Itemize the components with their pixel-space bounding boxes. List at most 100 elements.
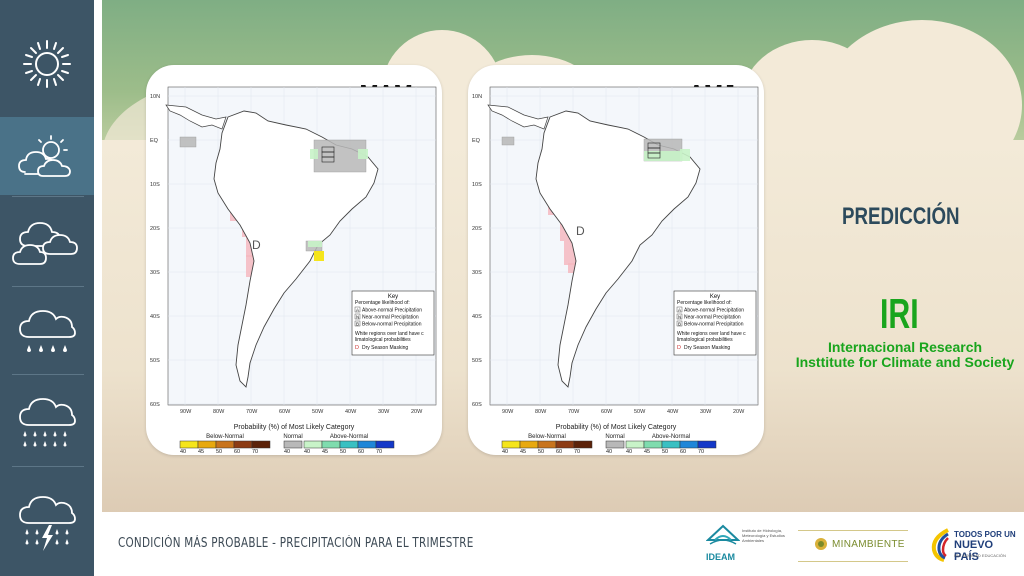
south-america-map: D 10N EQ 10S 20S 30S 40S 50S 60S 90W 80W 70W 60W 50W 4…	[150, 86, 437, 455]
below-normal-tick-label: 45	[198, 449, 204, 455]
key-code-box	[354, 320, 361, 327]
sidebar	[0, 0, 94, 576]
key-code-box	[354, 306, 361, 313]
key-row-text: Above-normal Precipitation	[684, 308, 744, 314]
below-normal-color-swatch	[215, 440, 235, 449]
longitude-label: 50W	[634, 409, 646, 415]
below-normal-color-swatch	[251, 440, 271, 449]
sidebar-divider	[12, 196, 84, 197]
sidebar-edge	[94, 0, 102, 576]
above-normal-color-swatch	[697, 440, 717, 449]
minambiente-logo: MINAMBIENTE	[798, 530, 908, 562]
todos-por-un-nuevo-pais-logo: TODOS POR UN NUEVO PAÍS PAZ EQUIDAD EDUC…	[924, 524, 1020, 568]
longitude-label: 50W	[312, 409, 324, 415]
sun-icon	[23, 40, 71, 88]
key-code: A	[678, 307, 681, 312]
longitude-label: 60W	[279, 409, 291, 415]
category-code-marker	[647, 152, 661, 159]
key-note: White regions over land have c	[677, 331, 746, 337]
sidebar-item-partly-cloudy[interactable]	[0, 117, 94, 195]
key-code-box	[354, 313, 361, 320]
key-row-text: Below-normal Precipitation	[684, 322, 744, 328]
above-normal-color-swatch	[375, 440, 395, 449]
latitude-label: 10S	[472, 182, 482, 188]
latitude-label: EQ	[472, 138, 481, 144]
near-normal-cell	[501, 136, 515, 146]
key-code-box	[676, 313, 683, 320]
sidebar-item-heavy-rain[interactable]	[0, 380, 94, 466]
above-normal-color-swatch	[643, 440, 663, 449]
key-row-text: Near-normal Precipitation	[362, 315, 419, 321]
key-subtitle: Percentage likelihood of:	[355, 300, 410, 306]
above-normal-tick-label: 70	[376, 449, 382, 455]
org-name-line2: Insttitute for Climate and Society	[795, 354, 1015, 370]
longitude-label: 20W	[733, 409, 745, 415]
below-normal-tick-label: 60	[234, 449, 240, 455]
key-dry-code: D	[355, 345, 359, 351]
dry-season-marker: D	[252, 238, 261, 252]
above-normal-group-label: Above-Normal	[652, 434, 690, 440]
page-title: PREDICCIÓN	[842, 203, 960, 230]
key-box	[351, 290, 435, 356]
key-code: B	[678, 321, 681, 326]
normal-color-swatch	[605, 440, 625, 449]
above-normal-tick-label: 70	[698, 449, 704, 455]
above-normal-cell	[308, 241, 322, 247]
key-code: B	[356, 321, 359, 326]
above-normal-tick-label: 60	[680, 449, 686, 455]
key-row-text: Near-normal Precipitation	[684, 315, 741, 321]
sidebar-item-thunderstorm[interactable]	[0, 478, 94, 568]
key-title: Key	[710, 294, 720, 300]
above-normal-cell	[644, 151, 682, 161]
latitude-label: 50S	[472, 358, 482, 364]
sidebar-divider	[12, 374, 84, 375]
longitude-label: 20W	[411, 409, 423, 415]
key-code: A	[356, 307, 359, 312]
above-normal-tick-label: 45	[644, 449, 650, 455]
below-normal-cell	[314, 251, 324, 261]
below-normal-tick-label: 50	[538, 449, 544, 455]
sidebar-item-sun[interactable]	[0, 20, 94, 108]
above-normal-cell	[310, 149, 318, 159]
key-dry-code: D	[677, 345, 681, 351]
above-normal-color-swatch	[625, 440, 645, 449]
key-subtitle: Percentage likelihood of:	[677, 300, 732, 306]
central-america-outline	[165, 104, 227, 130]
latitude-label: 20S	[472, 226, 482, 232]
longitude-label: 80W	[213, 409, 225, 415]
key-box	[673, 290, 757, 356]
normal-tick-label: 40	[606, 449, 612, 455]
footer-title: CONDICIÓN MÁS PROBABLE - PRECIPITACIÓN P…	[118, 536, 474, 551]
partly-cloudy-icon	[18, 135, 71, 177]
above-normal-color-swatch	[661, 440, 681, 449]
key-note: limatological probabilities	[677, 337, 733, 343]
sidebar-item-clouds[interactable]	[0, 200, 94, 284]
key-row-text: Above-normal Precipitation	[362, 308, 422, 314]
below-normal-tick-label: 45	[520, 449, 526, 455]
above-normal-tick-label: 50	[662, 449, 668, 455]
key-code-box	[676, 306, 683, 313]
org-name-line1: Internacional Research	[827, 339, 983, 355]
latitude-label: 40S	[150, 314, 160, 320]
above-normal-color-swatch	[321, 440, 341, 449]
above-normal-tick-label: 40	[304, 449, 310, 455]
below-normal-tick-label: 50	[216, 449, 222, 455]
latitude-label: 10S	[150, 182, 160, 188]
sidebar-item-light-rain[interactable]	[0, 290, 94, 374]
footer: CONDICIÓN MÁS PROBABLE - PRECIPITACIÓN P…	[102, 512, 1024, 576]
below-normal-tick-label: 60	[556, 449, 562, 455]
above-normal-cell	[680, 149, 690, 161]
sidebar-divider	[12, 466, 84, 467]
key-dry-text: Dry Season Masking	[362, 345, 408, 351]
sidebar-divider	[12, 286, 84, 287]
latitude-label: 30S	[150, 270, 160, 276]
clouds-icon	[12, 222, 78, 265]
key-row-text: Below-normal Precipitation	[362, 322, 422, 328]
above-normal-color-swatch	[679, 440, 699, 449]
colorbar-title: Probability (%) of Most Likely Category	[234, 424, 355, 431]
forecast-map-panel: AMJ D10NEQ10S20S30S40S50S60S90W80W70W60W…	[468, 65, 764, 455]
key-code: N	[678, 314, 681, 319]
above-normal-group-label: Above-Normal	[330, 434, 368, 440]
above-normal-tick-label: 45	[322, 449, 328, 455]
below-normal-tick-label: 40	[502, 449, 508, 455]
